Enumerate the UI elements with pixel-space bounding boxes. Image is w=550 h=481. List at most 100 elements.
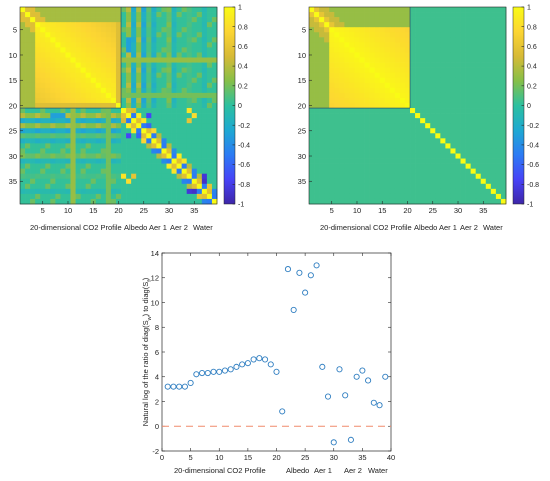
heatmap-cell xyxy=(40,97,46,104)
heatmap-cell xyxy=(151,37,157,43)
heatmap-cell xyxy=(329,163,335,169)
heatmap-cell xyxy=(420,67,426,74)
heatmap-cell xyxy=(440,108,446,114)
heatmap-cell xyxy=(389,92,396,99)
heatmap-cell xyxy=(80,188,87,195)
heatmap-cell xyxy=(95,52,102,58)
heatmap-cell xyxy=(334,67,340,74)
heatmap-cell xyxy=(470,57,477,63)
heatmap-cell xyxy=(75,123,81,129)
heatmap-cell xyxy=(389,52,396,58)
heatmap-cell xyxy=(430,97,436,104)
heatmap-cell xyxy=(420,17,426,23)
heatmap-cell xyxy=(70,173,76,180)
heatmap-cell xyxy=(349,158,355,164)
heatmap-cell xyxy=(115,102,122,109)
heatmap-cell xyxy=(105,153,112,159)
heatmap-cell xyxy=(35,198,41,205)
heatmap-cell xyxy=(364,22,370,28)
heatmap-cell xyxy=(30,113,36,119)
heatmap-cell xyxy=(85,158,92,164)
heatmap-cell xyxy=(166,72,172,79)
heatmap-cell xyxy=(455,22,461,28)
heatmap-cell xyxy=(399,198,406,205)
heatmap-cell xyxy=(404,37,411,43)
heatmap-cell xyxy=(136,168,142,175)
heatmap-cell xyxy=(30,188,36,195)
heatmap-cell xyxy=(410,17,416,23)
heatmap-cell xyxy=(75,12,81,18)
heatmap-cell xyxy=(364,173,370,180)
heatmap-cell xyxy=(480,47,487,53)
heatmap-cell xyxy=(394,62,401,68)
heatmap-cell xyxy=(95,138,102,144)
heatmap-cell xyxy=(480,118,487,124)
heatmap-cell xyxy=(465,97,471,104)
heatmap-cell xyxy=(50,158,56,164)
heatmap-cell xyxy=(334,97,340,104)
heatmap-cell xyxy=(445,22,451,28)
heatmap-cell xyxy=(115,128,122,134)
heatmap-cell xyxy=(95,82,102,89)
heatmap-cell xyxy=(161,72,167,79)
heatmap-cell xyxy=(339,57,345,63)
heatmap-cell xyxy=(196,22,203,28)
heatmap-right-cells xyxy=(309,7,507,205)
heatmap-cell xyxy=(460,57,466,63)
heatmap-cell xyxy=(201,118,208,124)
heatmap-cell xyxy=(410,153,416,159)
heatmap-cell xyxy=(146,188,152,195)
heatmap-cell xyxy=(126,183,132,190)
heatmap-cell xyxy=(166,163,172,169)
heatmap-cell xyxy=(399,57,406,63)
heatmap-cell xyxy=(45,72,51,79)
heatmap-cell xyxy=(146,77,152,84)
heatmap-cell xyxy=(110,47,117,53)
heatmap-cell xyxy=(115,143,122,149)
heatmap-cell xyxy=(349,133,355,139)
heatmap-cell xyxy=(126,173,132,180)
heatmap-cell xyxy=(35,17,41,23)
heatmap-cell xyxy=(359,102,365,109)
heatmap-cell xyxy=(45,92,51,99)
heatmap-cell xyxy=(384,128,391,134)
heatmap-cell xyxy=(450,87,456,94)
heatmap-cell xyxy=(60,138,66,144)
heatmap-cell xyxy=(196,97,203,104)
heatmap-cell xyxy=(425,113,431,119)
heatmap-cell xyxy=(110,87,117,94)
heatmap-cell xyxy=(415,108,421,114)
heatmap-cell xyxy=(334,158,340,164)
heatmap-cell xyxy=(465,37,471,43)
heatmap-cell xyxy=(30,163,36,169)
heatmap-cell xyxy=(121,92,127,99)
heatmap-cell xyxy=(50,188,56,195)
heatmap-cell xyxy=(445,178,451,185)
heatmap-cell xyxy=(176,67,182,74)
heatmap-cell xyxy=(126,143,132,149)
heatmap-cell xyxy=(470,42,477,48)
heatmap-cell xyxy=(151,188,157,195)
heatmap-cell xyxy=(105,143,112,149)
heatmap-cell xyxy=(415,62,421,68)
heatmap-cell xyxy=(171,27,177,33)
heatmap-cell xyxy=(384,198,391,205)
heatmap-cell xyxy=(131,183,137,190)
heatmap-cell xyxy=(324,178,330,185)
heatmap-cell xyxy=(55,7,61,13)
heatmap-cell xyxy=(20,143,26,149)
heatmap-cell xyxy=(95,27,102,33)
colorbar-tick-label: 0.4 xyxy=(238,64,248,71)
heatmap-cell xyxy=(369,57,376,63)
heatmap-cell xyxy=(65,143,71,149)
heatmap-cell xyxy=(65,118,71,124)
heatmap-cell xyxy=(324,67,330,74)
heatmap-cell xyxy=(425,108,431,114)
heatmap-cell xyxy=(420,82,426,89)
heatmap-cell xyxy=(20,87,26,94)
heatmap-cell xyxy=(384,32,391,38)
heatmap-cell xyxy=(450,178,456,185)
heatmap-cell xyxy=(100,92,107,99)
heatmap-cell xyxy=(435,92,441,99)
heatmap-cell xyxy=(201,143,208,149)
